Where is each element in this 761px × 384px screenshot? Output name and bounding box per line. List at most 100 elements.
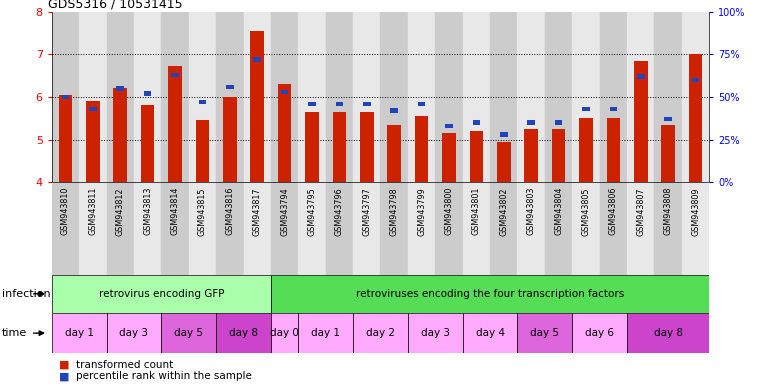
Bar bbox=[408, 313, 463, 353]
Bar bbox=[517, 182, 545, 275]
Bar bbox=[144, 91, 151, 96]
Text: day 1: day 1 bbox=[65, 328, 94, 338]
Bar bbox=[524, 129, 538, 182]
Text: GSM943806: GSM943806 bbox=[609, 187, 618, 235]
Text: GSM943813: GSM943813 bbox=[143, 187, 152, 235]
Bar bbox=[692, 78, 699, 82]
Bar bbox=[637, 74, 645, 79]
Bar bbox=[62, 95, 69, 99]
Bar bbox=[363, 102, 371, 106]
Bar bbox=[689, 54, 702, 182]
Bar bbox=[161, 12, 189, 182]
Text: GSM943795: GSM943795 bbox=[307, 187, 317, 236]
Bar bbox=[171, 73, 179, 77]
Bar bbox=[79, 12, 107, 182]
Bar bbox=[517, 12, 545, 182]
Text: GSM943797: GSM943797 bbox=[362, 187, 371, 236]
Text: day 5: day 5 bbox=[174, 328, 203, 338]
Bar bbox=[545, 12, 572, 182]
Text: percentile rank within the sample: percentile rank within the sample bbox=[76, 371, 252, 381]
Bar bbox=[634, 61, 648, 182]
Bar bbox=[387, 125, 401, 182]
Text: GSM943817: GSM943817 bbox=[253, 187, 262, 235]
Text: GSM943808: GSM943808 bbox=[664, 187, 673, 235]
Bar bbox=[161, 182, 189, 275]
Bar bbox=[305, 112, 319, 182]
Bar bbox=[572, 182, 600, 275]
Bar bbox=[579, 118, 593, 182]
Bar bbox=[390, 109, 398, 113]
Text: GSM943815: GSM943815 bbox=[198, 187, 207, 235]
Text: ■: ■ bbox=[59, 360, 70, 370]
Bar bbox=[253, 57, 261, 61]
Bar bbox=[600, 182, 627, 275]
Bar bbox=[555, 121, 562, 125]
Text: GSM943811: GSM943811 bbox=[88, 187, 97, 235]
Text: GDS5316 / 10531415: GDS5316 / 10531415 bbox=[49, 0, 183, 10]
Bar bbox=[517, 313, 572, 353]
Bar bbox=[473, 121, 480, 125]
Bar bbox=[216, 313, 271, 353]
Text: day 3: day 3 bbox=[421, 328, 450, 338]
Bar bbox=[582, 107, 590, 111]
Text: GSM943814: GSM943814 bbox=[170, 187, 180, 235]
Text: day 8: day 8 bbox=[654, 328, 683, 338]
Bar bbox=[627, 12, 654, 182]
Bar bbox=[189, 182, 216, 275]
Text: day 2: day 2 bbox=[366, 328, 395, 338]
Bar bbox=[326, 182, 353, 275]
Bar bbox=[223, 97, 237, 182]
Bar bbox=[418, 102, 425, 106]
Bar bbox=[271, 275, 709, 313]
Bar bbox=[490, 182, 517, 275]
Bar bbox=[353, 313, 408, 353]
Bar bbox=[226, 84, 234, 89]
Bar bbox=[107, 182, 134, 275]
Bar bbox=[490, 12, 517, 182]
Bar bbox=[682, 12, 709, 182]
Text: GSM943807: GSM943807 bbox=[636, 187, 645, 235]
Text: GSM943804: GSM943804 bbox=[554, 187, 563, 235]
Text: GSM943798: GSM943798 bbox=[390, 187, 399, 236]
Text: GSM943801: GSM943801 bbox=[472, 187, 481, 235]
Bar bbox=[463, 313, 517, 353]
Text: GSM943805: GSM943805 bbox=[581, 187, 591, 235]
Bar bbox=[79, 182, 107, 275]
Text: day 8: day 8 bbox=[229, 328, 258, 338]
Text: ■: ■ bbox=[59, 371, 70, 381]
Text: GSM943794: GSM943794 bbox=[280, 187, 289, 236]
Text: day 5: day 5 bbox=[530, 328, 559, 338]
Bar bbox=[600, 12, 627, 182]
Bar bbox=[271, 182, 298, 275]
Bar bbox=[298, 313, 353, 353]
Bar bbox=[298, 182, 326, 275]
Bar bbox=[89, 107, 97, 111]
Text: retroviruses encoding the four transcription factors: retroviruses encoding the four transcrip… bbox=[356, 289, 624, 299]
Bar bbox=[196, 121, 209, 182]
Bar bbox=[281, 90, 288, 94]
Text: GSM943803: GSM943803 bbox=[527, 187, 536, 235]
Text: day 4: day 4 bbox=[476, 328, 505, 338]
Bar bbox=[52, 182, 79, 275]
Bar bbox=[336, 102, 343, 106]
Bar bbox=[298, 12, 326, 182]
Bar bbox=[107, 12, 134, 182]
Bar bbox=[113, 88, 127, 182]
Text: infection: infection bbox=[2, 289, 50, 299]
Text: GSM943809: GSM943809 bbox=[691, 187, 700, 235]
Bar bbox=[271, 313, 298, 353]
Bar bbox=[141, 105, 154, 182]
Bar bbox=[442, 133, 456, 182]
Bar bbox=[545, 182, 572, 275]
Bar bbox=[654, 12, 682, 182]
Text: retrovirus encoding GFP: retrovirus encoding GFP bbox=[99, 289, 224, 299]
Bar bbox=[308, 102, 316, 106]
Bar bbox=[189, 12, 216, 182]
Bar bbox=[52, 313, 107, 353]
Bar bbox=[250, 31, 264, 182]
Bar bbox=[244, 12, 271, 182]
Bar bbox=[463, 182, 490, 275]
Bar bbox=[470, 131, 483, 182]
Bar bbox=[52, 12, 79, 182]
Text: transformed count: transformed count bbox=[76, 360, 174, 370]
